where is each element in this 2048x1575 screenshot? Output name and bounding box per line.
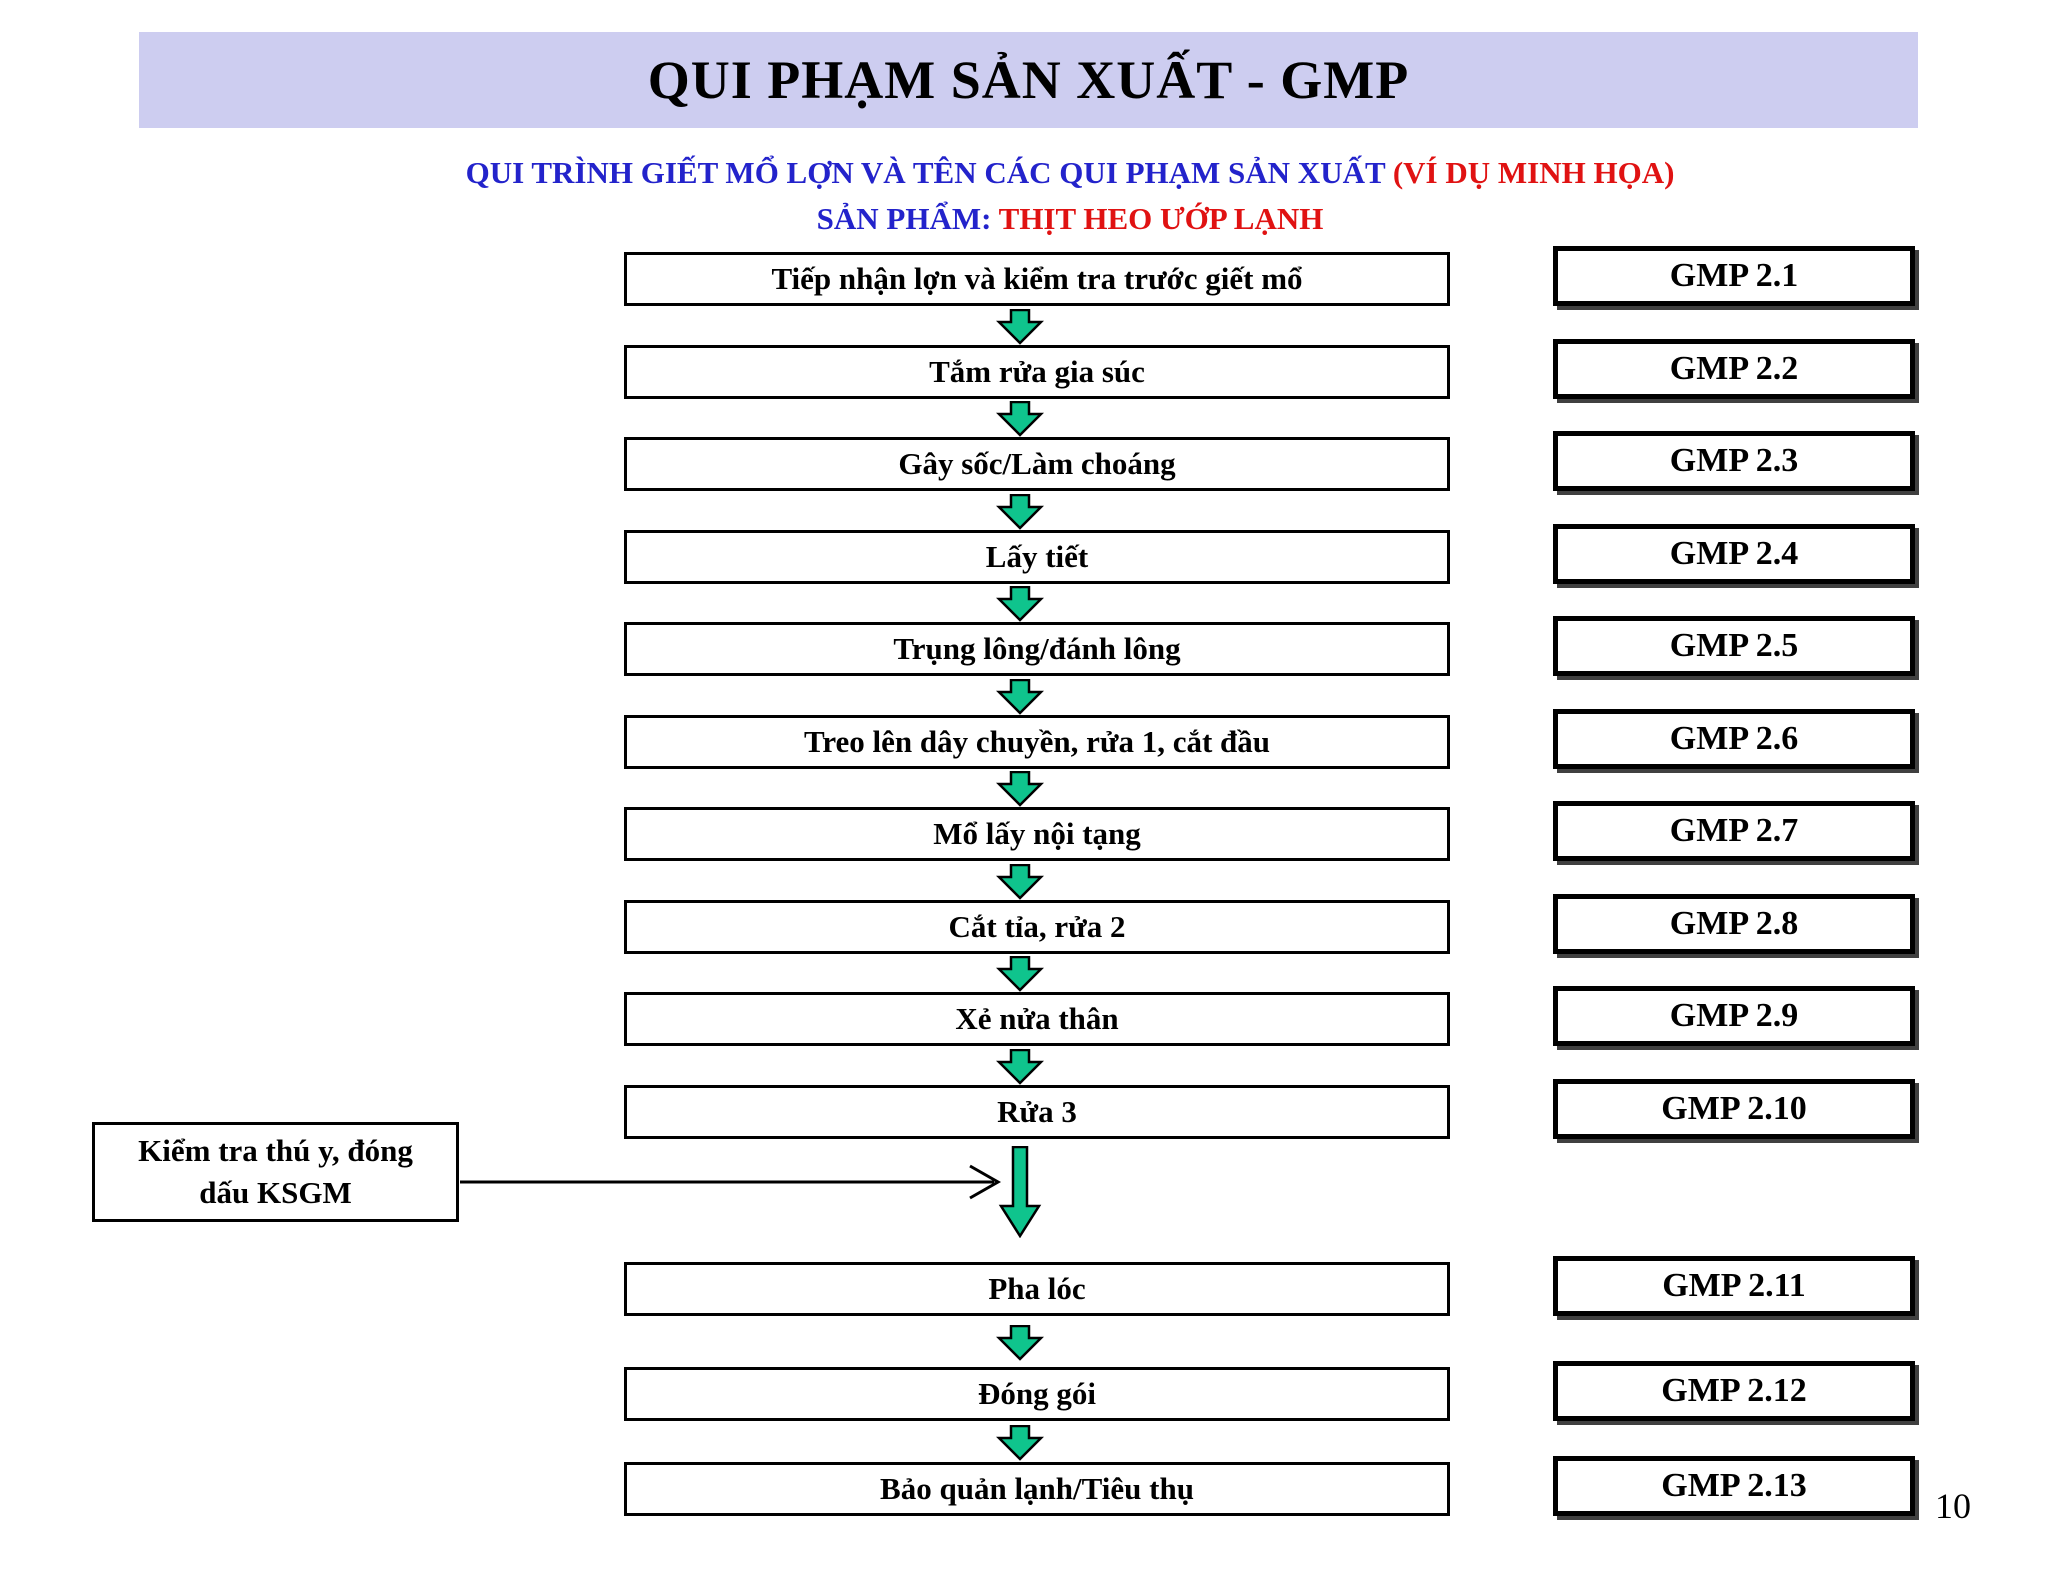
subtitle-block: QUI TRÌNH GIẾT MỔ LỢN VÀ TÊN CÁC QUI PHẠ…: [170, 150, 1970, 242]
gmp-label-box: GMP 2.13: [1553, 1456, 1915, 1516]
flow-step-box: Gây sốc/Làm choáng: [624, 437, 1450, 491]
gmp-label-box: GMP 2.11: [1553, 1256, 1915, 1316]
down-arrow-icon: [996, 586, 1044, 622]
flow-step-box: Trụng lông/đánh lông: [624, 622, 1450, 676]
subtitle-line1-blue: QUI TRÌNH GIẾT MỔ LỢN VÀ TÊN CÁC QUI PHẠ…: [465, 155, 1393, 190]
subtitle-line1-red: (VÍ DỤ MINH HỌA): [1392, 155, 1675, 190]
page-number: 10: [1935, 1486, 1971, 1526]
flow-step-box: Xẻ nửa thân: [624, 992, 1450, 1046]
flow-step-box: Lấy tiết: [624, 530, 1450, 584]
down-arrow-icon: [996, 771, 1044, 807]
page-title: QUI PHẠM SẢN XUẤT - GMP: [647, 50, 1410, 110]
gmp-label-box: GMP 2.2: [1553, 339, 1915, 399]
flow-step-box: Tiếp nhận lợn và kiểm tra trước giết mổ: [624, 252, 1450, 306]
subtitle-line-2: SẢN PHẨM: THỊT HEO ƯỚP LẠNH: [170, 196, 1970, 242]
gmp-label-box: GMP 2.7: [1553, 801, 1915, 861]
subtitle-line2-red: THỊT HEO ƯỚP LẠNH: [998, 201, 1324, 236]
flow-step-box: Tắm rửa gia súc: [624, 345, 1450, 399]
flow-step-box: Cắt tỉa, rửa 2: [624, 900, 1450, 954]
side-note-line-1: Kiểm tra thú y, đóng: [138, 1133, 413, 1168]
down-arrow-icon: [996, 1425, 1044, 1461]
down-arrow-icon: [996, 1049, 1044, 1085]
long-down-arrow-icon: [998, 1146, 1042, 1238]
subtitle-line-1: QUI TRÌNH GIẾT MỔ LỢN VÀ TÊN CÁC QUI PHẠ…: [170, 150, 1970, 196]
flow-step-box: Mổ lấy nội tạng: [624, 807, 1450, 861]
down-arrow-icon: [996, 679, 1044, 715]
down-arrow-icon: [996, 401, 1044, 437]
flow-step-box: Pha lóc: [624, 1262, 1450, 1316]
gmp-label-box: GMP 2.4: [1553, 524, 1915, 584]
gmp-label-box: GMP 2.5: [1553, 616, 1915, 676]
flow-step-box: Rửa 3: [624, 1085, 1450, 1139]
gmp-label-box: GMP 2.10: [1553, 1079, 1915, 1139]
down-arrow-icon: [996, 956, 1044, 992]
flow-step-box: Bảo quản lạnh/Tiêu thụ: [624, 1462, 1450, 1516]
header-bar: QUI PHẠM SẢN XUẤT - GMP: [139, 32, 1918, 128]
down-arrow-icon: [996, 494, 1044, 530]
side-note-box: Kiểm tra thú y, đóng dấu KSGM: [92, 1122, 459, 1222]
gmp-label-box: GMP 2.8: [1553, 894, 1915, 954]
gmp-label-box: GMP 2.3: [1553, 431, 1915, 491]
flow-step-box: Treo lên dây chuyền, rửa 1, cắt đầu: [624, 715, 1450, 769]
gmp-label-box: GMP 2.12: [1553, 1361, 1915, 1421]
subtitle-line2-blue: SẢN PHẨM:: [816, 201, 999, 236]
gmp-label-box: GMP 2.9: [1553, 986, 1915, 1046]
down-arrow-icon: [996, 309, 1044, 345]
connector-arrow-icon: [460, 1164, 1002, 1200]
gmp-label-box: GMP 2.6: [1553, 709, 1915, 769]
gmp-label-box: GMP 2.1: [1553, 246, 1915, 306]
side-note-line-2: dấu KSGM: [199, 1175, 352, 1210]
down-arrow-icon: [996, 864, 1044, 900]
down-arrow-icon: [996, 1325, 1044, 1361]
flow-step-box: Đóng gói: [624, 1367, 1450, 1421]
